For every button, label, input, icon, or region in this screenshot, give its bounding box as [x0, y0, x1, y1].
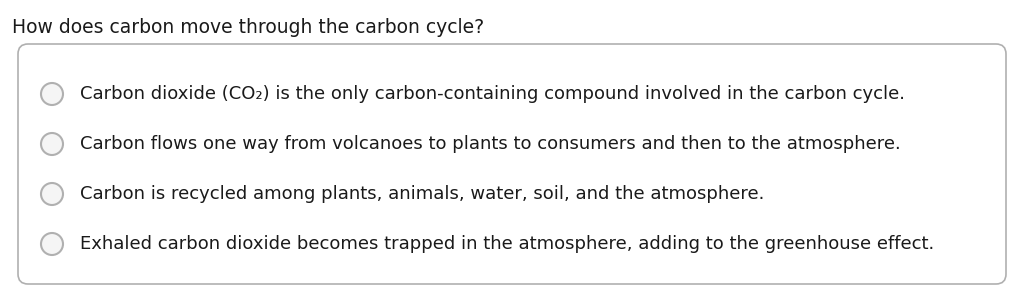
- Text: Carbon is recycled among plants, animals, water, soil, and the atmosphere.: Carbon is recycled among plants, animals…: [80, 185, 764, 203]
- FancyBboxPatch shape: [18, 44, 1006, 284]
- Ellipse shape: [41, 83, 63, 105]
- Text: Carbon flows one way from volcanoes to plants to consumers and then to the atmos: Carbon flows one way from volcanoes to p…: [80, 135, 901, 153]
- Ellipse shape: [41, 183, 63, 205]
- Ellipse shape: [41, 233, 63, 255]
- Text: Carbon dioxide (CO₂) is the only carbon-containing compound involved in the carb: Carbon dioxide (CO₂) is the only carbon-…: [80, 85, 905, 103]
- Text: How does carbon move through the carbon cycle?: How does carbon move through the carbon …: [12, 18, 484, 37]
- Ellipse shape: [41, 133, 63, 155]
- Text: Exhaled carbon dioxide becomes trapped in the atmosphere, adding to the greenhou: Exhaled carbon dioxide becomes trapped i…: [80, 235, 934, 253]
